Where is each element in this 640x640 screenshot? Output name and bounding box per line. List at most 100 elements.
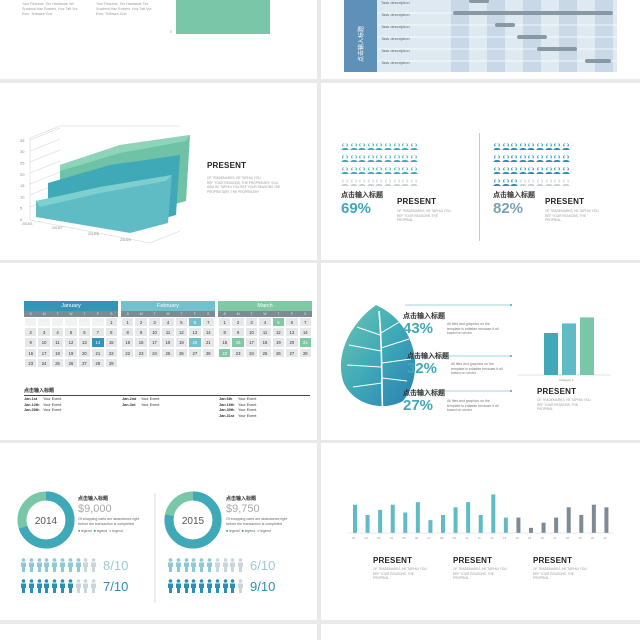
calendar-day[interactable]: 17 — [37, 347, 51, 358]
calendar-day[interactable]: 18 — [258, 337, 272, 348]
calendar-day[interactable]: 26 — [271, 347, 286, 358]
calendar-day[interactable]: 24 — [147, 347, 162, 358]
calendar-day[interactable]: 9 — [231, 327, 245, 338]
calendar-day[interactable]: 6 — [77, 327, 92, 338]
calendar-day[interactable]: 2 — [24, 327, 38, 338]
calendar-day[interactable]: 13 — [188, 327, 202, 338]
calendar-day[interactable]: 1 — [121, 317, 135, 328]
calendar-day[interactable]: 7 — [201, 317, 215, 328]
calendar-day[interactable]: 28 — [298, 347, 312, 358]
calendar-day[interactable]: 14 — [91, 337, 105, 348]
calendar-day[interactable]: 13 — [285, 327, 299, 338]
calendar-day[interactable]: 15 — [104, 337, 118, 348]
calendar-day[interactable]: 16 — [231, 337, 245, 348]
calendar-day[interactable]: 10 — [37, 337, 51, 348]
calendar-day[interactable]: 21 — [91, 347, 105, 358]
calendar-day[interactable]: 14 — [201, 327, 215, 338]
calendar-day[interactable]: 25 — [50, 357, 65, 368]
calendar-day[interactable]: 12 — [271, 327, 286, 338]
calendar-day[interactable]: 19 — [174, 337, 189, 348]
calendar-day[interactable]: 11 — [258, 327, 272, 338]
calendar-day[interactable]: 29 — [104, 357, 118, 368]
calendar-day[interactable]: 18 — [50, 347, 65, 358]
calendar-day[interactable]: 27 — [77, 357, 92, 368]
calendar-day[interactable]: 11 — [50, 337, 65, 348]
calendar-day[interactable]: 24 — [244, 347, 259, 358]
calendar-day[interactable] — [91, 317, 105, 328]
calendar-day[interactable]: 27 — [188, 347, 202, 358]
calendar-day[interactable]: 6 — [285, 317, 299, 328]
calendar-day[interactable]: 23 — [134, 347, 148, 358]
calendar-day[interactable]: 21 — [298, 337, 312, 348]
calendar-day[interactable]: 20 — [188, 337, 202, 348]
calendar-day[interactable]: 3 — [37, 327, 51, 338]
calendar-day[interactable]: 12 — [174, 327, 189, 338]
calendar-day[interactable]: 28 — [91, 357, 105, 368]
calendar-day[interactable]: 25 — [258, 347, 272, 358]
calendar-day[interactable]: 16 — [24, 347, 38, 358]
calendar-day[interactable]: 3 — [147, 317, 162, 328]
calendar-day[interactable] — [77, 317, 92, 328]
calendar-day[interactable] — [50, 317, 65, 328]
calendar-day[interactable]: 1 — [218, 317, 232, 328]
calendar-day[interactable]: 26 — [64, 357, 78, 368]
calendar-day[interactable]: 22 — [218, 347, 232, 358]
calendar-day[interactable]: 7 — [91, 327, 105, 338]
calendar-day[interactable]: 8 — [104, 327, 118, 338]
slide-2[interactable]: 点击输入标题 Task description Task description… — [321, 0, 640, 79]
calendar-day[interactable]: 6 — [188, 317, 202, 328]
calendar-day[interactable]: 1 — [104, 317, 118, 328]
calendar-day[interactable]: 20 — [77, 347, 92, 358]
calendar-day[interactable]: 17 — [244, 337, 259, 348]
calendar-day[interactable]: 5 — [271, 317, 286, 328]
calendar-day[interactable]: 27 — [285, 347, 299, 358]
slide-8[interactable]: 01 02 03 04 05 06 07 08 09 10 11 12 13 14 15 16 17 18 19 20… — [321, 443, 640, 620]
calendar-day[interactable]: 19 — [64, 347, 78, 358]
slide-6[interactable]: Category 1 点击输入标题 43% All files and grap… — [321, 263, 640, 440]
calendar-day[interactable]: 8 — [218, 327, 232, 338]
calendar-day[interactable]: 28 — [201, 347, 215, 358]
calendar-day[interactable]: 22 — [121, 347, 135, 358]
calendar-day[interactable]: 24 — [37, 357, 51, 368]
calendar-day[interactable]: 2 — [134, 317, 148, 328]
calendar-day[interactable]: 17 — [147, 337, 162, 348]
calendar-day[interactable]: 5 — [174, 317, 189, 328]
calendar-day[interactable]: 23 — [24, 357, 38, 368]
calendar-day[interactable]: 19 — [271, 337, 286, 348]
slide-3[interactable]: 0 5 10 15 20 25 30 35 2015/1 2015/7 2015/8 2015… — [0, 83, 317, 260]
slide-9-partial[interactable] — [0, 624, 317, 640]
slide-1[interactable]: Your Resume, Tex Hadrasae Vel Sradmut Haz… — [0, 0, 317, 79]
slide-5[interactable]: January S M T W T F S 1 2 3 4 5 6 7 8 9 10 11 12 13 14 15 16 17 1… — [0, 263, 317, 440]
calendar-day[interactable]: 21 — [201, 337, 215, 348]
calendar-day[interactable]: 22 — [104, 347, 118, 358]
calendar-day[interactable]: 3 — [244, 317, 259, 328]
calendar-day[interactable] — [64, 317, 78, 328]
calendar-day[interactable]: 11 — [161, 327, 175, 338]
calendar-day[interactable]: 23 — [231, 347, 245, 358]
calendar-day[interactable]: 15 — [121, 337, 135, 348]
calendar-day[interactable]: 7 — [298, 317, 312, 328]
calendar-day[interactable]: 15 — [218, 337, 232, 348]
slide-10-partial[interactable] — [321, 624, 640, 640]
calendar-day[interactable]: 10 — [147, 327, 162, 338]
calendar-day[interactable]: 9 — [24, 337, 38, 348]
calendar-day[interactable]: 4 — [258, 317, 272, 328]
calendar-day[interactable]: 26 — [174, 347, 189, 358]
calendar-day[interactable]: 20 — [285, 337, 299, 348]
calendar-day[interactable]: 10 — [244, 327, 259, 338]
calendar-day[interactable]: 18 — [161, 337, 175, 348]
calendar-day[interactable]: 8 — [121, 327, 135, 338]
slide-4[interactable]: 点击输入标题 69% PRESENT OF TRADEMARKS, HE TAP… — [321, 83, 640, 260]
calendar-day[interactable]: 2 — [231, 317, 245, 328]
calendar-day[interactable]: 5 — [64, 327, 78, 338]
calendar-day[interactable]: 12 — [64, 337, 78, 348]
calendar-day[interactable] — [37, 317, 51, 328]
calendar-day[interactable]: 13 — [77, 337, 92, 348]
calendar-day[interactable]: 16 — [134, 337, 148, 348]
calendar-day[interactable]: 25 — [161, 347, 175, 358]
calendar-day[interactable]: 14 — [298, 327, 312, 338]
calendar-day[interactable] — [24, 317, 38, 328]
calendar-day[interactable]: 9 — [134, 327, 148, 338]
calendar-day[interactable]: 4 — [50, 327, 65, 338]
calendar-day[interactable]: 4 — [161, 317, 175, 328]
